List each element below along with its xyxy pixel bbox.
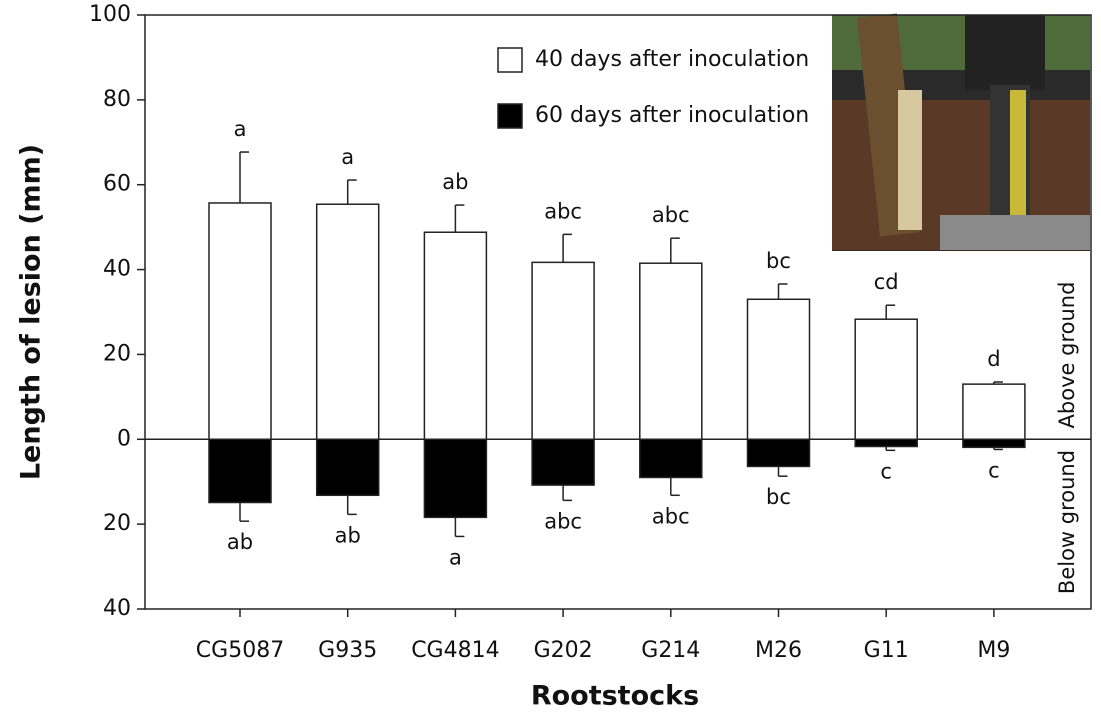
bar [423,438,488,519]
significance-letter: ab [227,530,253,554]
bar [208,438,272,504]
legend-label: 40 days after inoculation [535,47,809,72]
significance-letter: abc [544,199,582,223]
y-tick-label: 0 [117,426,131,451]
significance-letter: abc [652,203,690,227]
bar [639,438,703,479]
significance-letter: a [341,145,354,169]
x-axis-title: Rootstocks [531,681,699,712]
significance-letter: bc [766,485,791,509]
bar [531,438,595,486]
bar [854,438,918,448]
x-tick-label: M9 [977,638,1010,663]
inset-photo [832,13,1090,251]
significance-letter: abc [652,504,690,528]
significance-letter: ab [335,523,361,547]
bar [854,318,918,441]
y-tick-label: 100 [89,2,131,27]
bar [746,298,811,441]
y-tick-label: 40 [103,596,131,621]
bar [962,383,1026,441]
bar [208,202,272,441]
legend-label: 60 days after inoculation [535,103,809,128]
x-tick-label: CG5087 [196,638,284,663]
y-axis-title: Length of lesion (mm) [16,144,47,480]
significance-letter: cd [874,270,899,294]
x-tick-label: G202 [534,638,593,663]
y-tick-label: 40 [103,257,131,282]
bar [962,438,1026,449]
significance-letter: a [234,117,247,141]
bar [639,262,703,441]
x-tick-label: CG4814 [411,638,499,663]
y-tick-label: 20 [103,511,131,536]
plot-frame [144,14,1092,610]
x-tick-label: G214 [641,638,700,663]
significance-letter: a [449,545,462,569]
legend-swatch [497,47,523,73]
bar [315,438,380,497]
side-label: Above ground [1055,282,1079,429]
y-tick-label: 80 [103,87,131,112]
significance-letter: ab [442,170,468,194]
side-label: Below ground [1055,450,1079,594]
bar [531,261,595,441]
x-tick-label: G11 [864,638,909,663]
significance-letter: abc [544,509,582,533]
y-tick-label: 20 [103,341,131,366]
significance-letter: d [987,347,1000,371]
significance-letter: c [880,459,892,483]
bar [315,203,380,441]
significance-letter: c [988,458,1000,482]
x-tick-label: M26 [755,638,802,663]
x-tick-label: G935 [318,638,377,663]
bar [423,231,488,441]
y-tick-label: 60 [103,172,131,197]
significance-letter: bc [766,249,791,273]
legend-swatch [497,103,523,129]
bar [746,438,811,468]
